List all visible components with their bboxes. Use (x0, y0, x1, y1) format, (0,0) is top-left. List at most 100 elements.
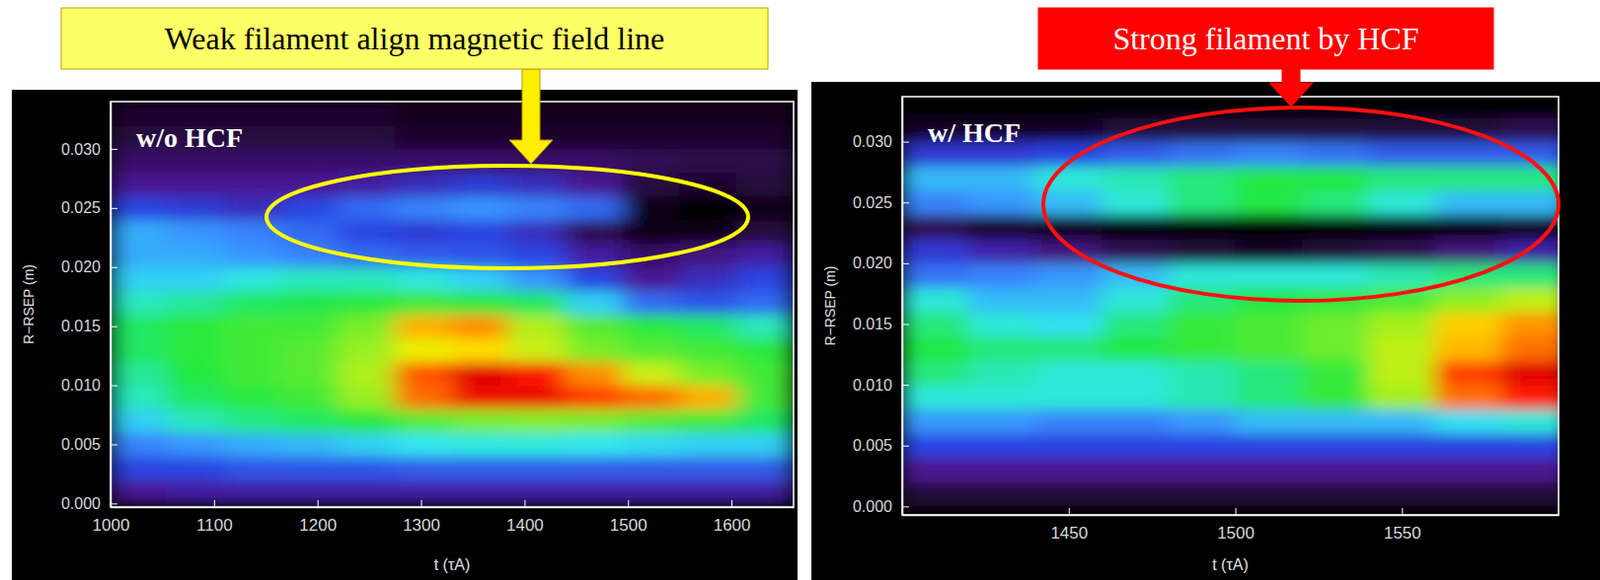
heatmap-cell (110, 171, 168, 197)
heatmap-cell (452, 101, 511, 126)
tick-mark (110, 444, 118, 446)
heatmap-cell (452, 290, 511, 315)
heatmap-cell (679, 195, 738, 221)
heatmap-cell (281, 408, 340, 434)
heatmap-cell (968, 262, 1037, 289)
heatmap-cell (452, 313, 511, 339)
heatmap-cell (1435, 360, 1504, 386)
heatmap-cell (736, 479, 794, 505)
heatmap-cell (622, 148, 682, 173)
heatmap-cell (224, 171, 283, 197)
tick-label: 0.025 (61, 199, 101, 217)
y-axis-title: R−RSEP (m) (822, 265, 839, 346)
heatmap-cell (565, 456, 624, 481)
heatmap-cell (394, 124, 454, 150)
heatmap-cell (1168, 165, 1237, 192)
tick: 1100 (196, 500, 233, 535)
heatmap-cell (1035, 262, 1104, 289)
heatmap-cell (902, 457, 970, 484)
heatmap-cell (166, 384, 226, 410)
heatmap-cell (968, 408, 1037, 435)
heatmap-cell (1035, 287, 1104, 313)
heatmap-cell (622, 337, 682, 363)
heatmap-cell (1234, 141, 1303, 167)
heatmap-cell (110, 432, 168, 458)
highlight-ellipse (1043, 107, 1559, 302)
heatmap-cell (281, 384, 340, 410)
heatmap-cell (565, 171, 624, 197)
heatmap-cell (224, 313, 283, 339)
heatmap-cell (337, 456, 396, 481)
tick-mark (902, 384, 910, 386)
heatmap-cell (1035, 360, 1104, 386)
heatmap-cell (736, 242, 794, 268)
heatmap-cell (1501, 433, 1559, 459)
heatmap-cell (110, 361, 168, 386)
tick-label: 1600 (713, 516, 752, 535)
heatmap-cell (166, 432, 226, 458)
y-axis: 0.0000.0050.0100.0150.0200.0250.030 (852, 97, 910, 517)
heatmap-cell (622, 195, 682, 221)
heatmap-cell (1234, 116, 1303, 143)
tick-mark (1401, 508, 1403, 516)
tick: 1450 (1050, 508, 1088, 543)
heatmap-cell (224, 290, 283, 315)
heatmap-cell (565, 313, 624, 339)
heatmap-cell (679, 337, 738, 363)
heatmap-cell (902, 96, 970, 118)
heatmap-cell (1301, 165, 1371, 192)
tick: 0.030 (852, 133, 910, 151)
tick: 0.000 (852, 498, 910, 516)
heatmap-cell (110, 266, 168, 292)
tick: 0.005 (852, 437, 910, 455)
heatmap-cell (1234, 262, 1303, 289)
tick: 0.005 (61, 436, 118, 454)
heatmap-cell (736, 124, 794, 150)
heatmap-cell (110, 456, 168, 481)
heatmap-cell (1101, 433, 1170, 459)
heatmap-cell (1101, 311, 1170, 338)
heatmap-cell (508, 456, 567, 481)
heatmap-cell (1301, 214, 1371, 240)
heatmap-cell (1501, 287, 1559, 313)
heatmap-cell (565, 101, 624, 126)
heatmap-cell (1501, 335, 1559, 362)
tick-mark (110, 326, 118, 328)
tick-label: 1500 (609, 516, 648, 535)
heatmap-cell (337, 337, 396, 363)
tick-mark (317, 500, 319, 508)
heatmap-cell (968, 311, 1037, 338)
heatmap-cell (337, 290, 396, 315)
heatmap-cell (394, 219, 454, 244)
heatmap-cell (1301, 116, 1371, 143)
heatmap-cell (968, 165, 1037, 192)
heatmap-cell (1035, 335, 1104, 362)
heatmap-cell (281, 313, 340, 339)
heatmap-cell (166, 219, 226, 244)
heatmap-cell (110, 313, 168, 339)
tick-mark (627, 500, 629, 508)
heatmap-cell (968, 214, 1037, 240)
heatmap-cell (166, 479, 226, 505)
heatmap-cell (902, 433, 970, 459)
tick: 1550 (1383, 508, 1422, 543)
heatmap-cell (166, 313, 226, 339)
heatmap-cell (337, 432, 396, 458)
heatmap-cell (968, 384, 1037, 411)
x-axis: 1000110012001300140015001600 (92, 500, 795, 535)
tick-label: 0.030 (61, 141, 101, 158)
heatmap-cell (968, 238, 1037, 265)
heatmap-cell (679, 313, 738, 339)
heatmap-cells (110, 101, 794, 505)
heatmap-cell (1234, 360, 1303, 386)
heatmap-cell (508, 195, 567, 221)
tick-label: 1450 (1050, 524, 1088, 543)
tick: 0.030 (61, 141, 118, 158)
heatmap-cell (1368, 384, 1437, 411)
heatmap-cell (902, 360, 970, 386)
heatmap-cell (281, 432, 340, 458)
annotation-text: Strong filament by HCF (1112, 20, 1419, 57)
heatmap-cell (1368, 433, 1437, 459)
heatmap-cell (337, 313, 396, 339)
heatmap-cell (394, 101, 454, 126)
